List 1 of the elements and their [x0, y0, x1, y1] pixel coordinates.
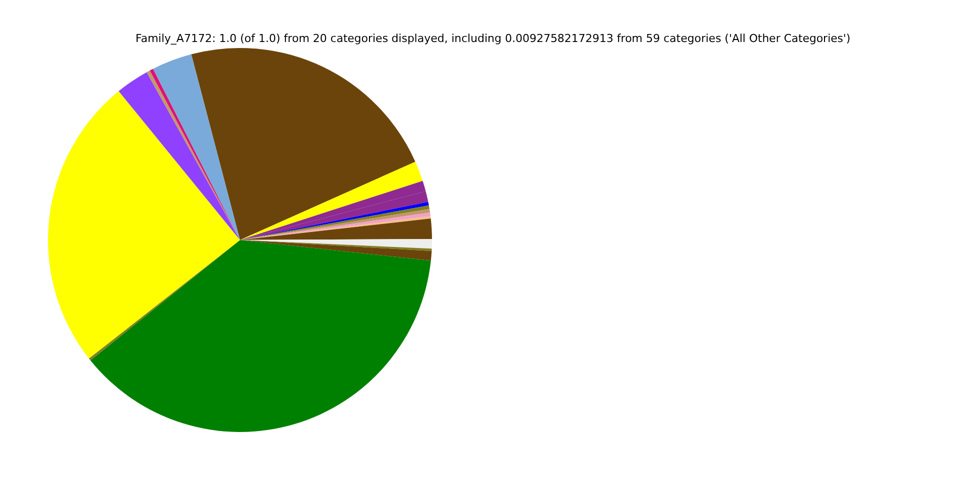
- text: Family_A7172: 1.0 (of 1.0) from 20 categories displayed, including 0.00927582172913 from 59 categories ('All Other Categories'): [134, 32, 852, 45]
